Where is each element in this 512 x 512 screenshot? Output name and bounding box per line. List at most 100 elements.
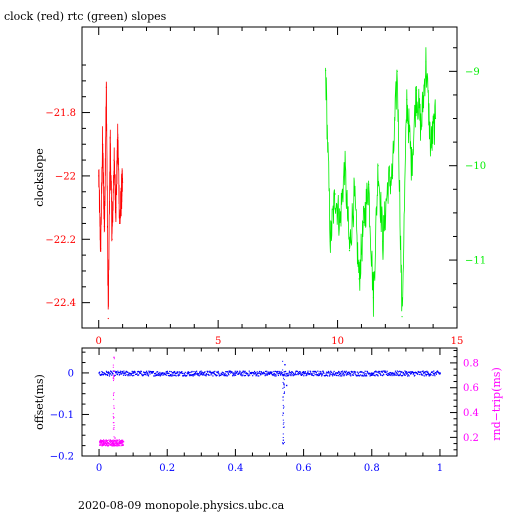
offset-point bbox=[282, 412, 284, 414]
offset-point bbox=[124, 374, 127, 376]
roundtrip-point bbox=[113, 398, 115, 400]
offset-point bbox=[339, 372, 341, 374]
offset-point bbox=[310, 373, 312, 375]
offset-point bbox=[183, 373, 186, 375]
roundtrip-point bbox=[121, 440, 123, 442]
roundtrip-point bbox=[113, 392, 115, 394]
offset-point bbox=[369, 374, 372, 376]
offset-point bbox=[387, 374, 389, 376]
offset-point bbox=[215, 374, 217, 376]
roundtrip-point bbox=[111, 440, 114, 442]
offset-point bbox=[414, 374, 416, 376]
offset-point bbox=[228, 371, 231, 373]
offset-point bbox=[357, 372, 359, 374]
offset-point bbox=[136, 373, 138, 375]
offset-point bbox=[338, 371, 340, 373]
offset-point bbox=[247, 375, 250, 377]
offset-point bbox=[189, 374, 192, 376]
y2-tick-label: 0.2 bbox=[463, 433, 479, 444]
roundtrip-point bbox=[99, 443, 101, 445]
offset-point bbox=[305, 374, 307, 377]
offset-point bbox=[158, 374, 160, 376]
offset-point bbox=[139, 371, 141, 373]
offset-point bbox=[133, 372, 135, 374]
offset-point bbox=[366, 375, 368, 377]
offset-point bbox=[148, 370, 150, 372]
offset-point bbox=[421, 370, 423, 373]
offset-point bbox=[253, 373, 255, 375]
offset-point bbox=[328, 375, 331, 377]
offset-point bbox=[132, 372, 134, 374]
point-rtc bbox=[368, 183, 370, 186]
offset-point bbox=[128, 372, 130, 374]
offset-point bbox=[332, 375, 334, 377]
offset-point bbox=[250, 372, 252, 374]
offset-point bbox=[178, 374, 181, 376]
offset-point bbox=[286, 372, 288, 375]
offset-point bbox=[171, 373, 173, 376]
offset-point bbox=[278, 372, 280, 374]
roundtrip-point bbox=[106, 442, 108, 444]
offset-point bbox=[422, 372, 425, 374]
point-clock bbox=[117, 137, 119, 139]
offset-point bbox=[111, 372, 113, 374]
offset-point bbox=[282, 442, 284, 445]
offset-point bbox=[327, 375, 329, 377]
offset-point bbox=[406, 373, 408, 375]
point-clock bbox=[122, 181, 124, 183]
roundtrip-point bbox=[113, 444, 115, 446]
offset-point bbox=[425, 371, 427, 373]
offset-point bbox=[424, 373, 427, 375]
offset-point bbox=[124, 372, 126, 375]
offset-point bbox=[252, 375, 254, 377]
offset-point bbox=[163, 372, 166, 375]
roundtrip-point bbox=[111, 442, 114, 444]
offset-point bbox=[340, 374, 342, 376]
offset-point bbox=[314, 370, 316, 373]
offset-point bbox=[173, 374, 175, 376]
offset-point bbox=[280, 373, 283, 375]
roundtrip-point bbox=[105, 439, 107, 442]
offset-point bbox=[239, 373, 242, 375]
offset-point bbox=[206, 370, 208, 372]
offset-point bbox=[190, 374, 192, 377]
offset-point bbox=[105, 370, 108, 372]
roundtrip-point bbox=[112, 364, 114, 366]
offset-point bbox=[362, 375, 364, 377]
offset-point bbox=[255, 374, 258, 376]
offset-point bbox=[302, 373, 304, 376]
roundtrip-point bbox=[117, 445, 119, 447]
y-axis-label: offset(ms) bbox=[33, 374, 46, 430]
offset-point bbox=[309, 370, 311, 372]
offset-point bbox=[186, 374, 188, 377]
offset-point bbox=[217, 372, 220, 374]
offset-point bbox=[342, 374, 344, 376]
y2-tick-label: 0.8 bbox=[463, 358, 479, 369]
offset-point bbox=[230, 372, 232, 374]
offset-point bbox=[335, 372, 337, 374]
offset-point bbox=[395, 374, 397, 376]
offset-point bbox=[358, 375, 361, 377]
offset-point bbox=[128, 373, 131, 375]
offset-point bbox=[109, 372, 111, 375]
offset-point bbox=[225, 371, 227, 373]
offset-point bbox=[402, 374, 404, 377]
top-plot-frame bbox=[81, 26, 458, 329]
offset-point bbox=[307, 370, 309, 372]
offset-point bbox=[318, 372, 320, 374]
offset-point bbox=[100, 373, 103, 375]
roundtrip-point bbox=[109, 439, 111, 441]
offset-point bbox=[389, 371, 392, 374]
offset-point bbox=[182, 372, 184, 374]
offset-point bbox=[127, 371, 129, 373]
offset-point bbox=[216, 374, 218, 376]
offset-point bbox=[383, 370, 386, 372]
offset-point bbox=[374, 375, 376, 377]
point-rtc bbox=[425, 61, 427, 63]
offset-point bbox=[347, 371, 349, 374]
offset-point bbox=[243, 375, 245, 377]
offset-point bbox=[360, 374, 362, 376]
offset-point bbox=[377, 375, 379, 377]
offset-point bbox=[386, 374, 389, 377]
offset-point bbox=[161, 372, 163, 374]
